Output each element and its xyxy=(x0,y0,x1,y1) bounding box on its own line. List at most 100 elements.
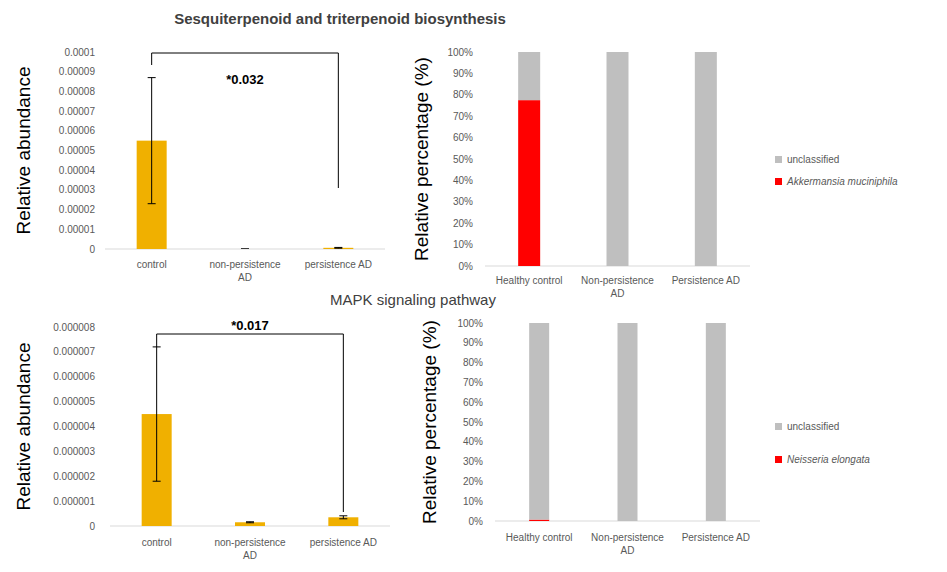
error-cap xyxy=(148,77,156,78)
label-line: control xyxy=(137,259,167,270)
error-stem xyxy=(156,347,157,481)
x-tick-label: non-persistence AD xyxy=(214,537,286,561)
y-tick-label: 0.00005 xyxy=(59,145,96,156)
y-tick-label: 0.000002 xyxy=(53,471,95,482)
chart-1: Relative percentage (%)0%10%20%30%40%50%… xyxy=(411,47,898,300)
label-line: Healthy control xyxy=(506,532,573,543)
y-tick-label: 0.000003 xyxy=(53,446,95,457)
y-tick-label: 90% xyxy=(463,337,483,348)
y-tick-label: 50% xyxy=(453,154,473,165)
error-cap xyxy=(246,522,254,523)
y-tick-label: 0.000001 xyxy=(53,496,95,507)
bar-segment xyxy=(706,323,726,521)
y-tick-label: 0.0001 xyxy=(64,47,95,58)
error-cap xyxy=(241,249,249,250)
label-line: AD xyxy=(243,550,257,561)
y-tick-label: 70% xyxy=(453,111,473,122)
x-tick-label: Healthy control xyxy=(496,275,563,286)
bar xyxy=(235,522,265,526)
y-tick-label: 60% xyxy=(453,132,473,143)
x-tick-label: Healthy control xyxy=(506,532,573,543)
x-tick-label: control xyxy=(137,259,167,270)
y-tick-label: 50% xyxy=(463,417,483,428)
label-line: Persistence AD xyxy=(672,275,740,286)
label-line: non-persistence xyxy=(214,537,286,548)
error-bar xyxy=(334,247,342,249)
y-tick-label: 40% xyxy=(453,175,473,186)
bar-segment xyxy=(695,52,717,266)
y-tick-label: 0.00002 xyxy=(59,204,96,215)
chart-2: MAPK signaling pathwayRelative abundance… xyxy=(13,291,496,561)
legend: unclassified Akkermansia muciniphila xyxy=(775,154,898,187)
error-bar xyxy=(241,249,249,250)
y-tick-label: 0.000004 xyxy=(53,421,95,432)
y-tick-label: 0 xyxy=(89,244,95,255)
y-tick-label: 0.00008 xyxy=(59,86,96,97)
y-tick-label: 10% xyxy=(463,496,483,507)
y-tick-label: 100% xyxy=(457,318,483,329)
legend-label: Neisseria elongata xyxy=(787,454,870,465)
y-tick-label: 0.000007 xyxy=(53,346,95,357)
y-tick-label: 0.00009 xyxy=(59,66,96,77)
x-tick-label: Non-persistenceAD xyxy=(591,532,664,556)
x-tick-label: Persistence AD xyxy=(682,532,750,543)
legend-label: unclassified xyxy=(787,154,839,165)
error-stem xyxy=(151,78,152,204)
legend-label: unclassified xyxy=(787,421,839,432)
y-tick-label: 80% xyxy=(463,357,483,368)
y-tick-label: 20% xyxy=(463,476,483,487)
error-cap xyxy=(241,249,249,250)
y-tick-label: 0.000008 xyxy=(53,322,95,333)
error-cap xyxy=(339,518,347,519)
y-tick-label: 0.000005 xyxy=(53,396,95,407)
chart-3: Relative percentage (%)0%10%20%30%40%50%… xyxy=(419,318,870,557)
legend-label: Akkermansia muciniphila xyxy=(786,176,898,187)
x-tick-label: non-persistence AD xyxy=(209,259,281,283)
bar xyxy=(323,248,353,249)
error-bar xyxy=(153,347,161,481)
y-axis-label: Relative abundance xyxy=(13,67,34,235)
y-axis-label: Relative percentage (%) xyxy=(411,57,432,261)
error-bar xyxy=(246,521,254,523)
error-bar xyxy=(339,516,347,519)
label-line: Persistence AD xyxy=(682,532,750,543)
y-tick-label: 0.00001 xyxy=(59,224,96,235)
bar-segment xyxy=(518,100,540,266)
bar-segment xyxy=(607,52,629,266)
bar xyxy=(230,249,260,250)
annotation: *0.017 xyxy=(231,318,269,333)
y-tick-label: 0% xyxy=(459,261,474,272)
legend: unclassified Neisseria elongata xyxy=(775,421,870,465)
y-tick-label: 10% xyxy=(453,239,473,250)
y-tick-label: 0 xyxy=(89,521,95,532)
bar xyxy=(328,517,358,526)
y-tick-label: 70% xyxy=(463,377,483,388)
bar-segment xyxy=(518,52,540,100)
label-line: AD xyxy=(611,288,625,299)
significance-bracket xyxy=(152,53,339,188)
legend-swatch xyxy=(775,156,782,163)
x-tick-label: persistence AD xyxy=(310,537,377,548)
plot-area xyxy=(529,323,726,521)
x-tick-label: persistence AD xyxy=(305,259,372,270)
y-tick-label: 0.00007 xyxy=(59,106,96,117)
y-tick-label: 40% xyxy=(463,436,483,447)
error-cap xyxy=(153,481,161,482)
y-tick-label: 80% xyxy=(453,89,473,100)
label-line: AD xyxy=(238,272,252,283)
legend-swatch xyxy=(775,456,782,463)
label-line: AD xyxy=(621,545,635,556)
y-axis-label: Relative percentage (%) xyxy=(419,320,440,524)
y-tick-label: 0% xyxy=(469,516,484,527)
bar-segment xyxy=(529,520,549,521)
annotation: *0.032 xyxy=(226,72,264,87)
label-line: Healthy control xyxy=(496,275,563,286)
label-line: control xyxy=(142,537,172,548)
bar-segment xyxy=(618,323,638,521)
figure: Sesquiterpenoid and triterpenoid biosynt… xyxy=(0,0,947,572)
chart-title: Sesquiterpenoid and triterpenoid biosynt… xyxy=(174,10,506,27)
significance-bracket xyxy=(157,334,344,512)
y-tick-label: 0.00003 xyxy=(59,184,96,195)
label-line: persistence AD xyxy=(305,259,372,270)
label-line: non-persistence xyxy=(209,259,281,270)
